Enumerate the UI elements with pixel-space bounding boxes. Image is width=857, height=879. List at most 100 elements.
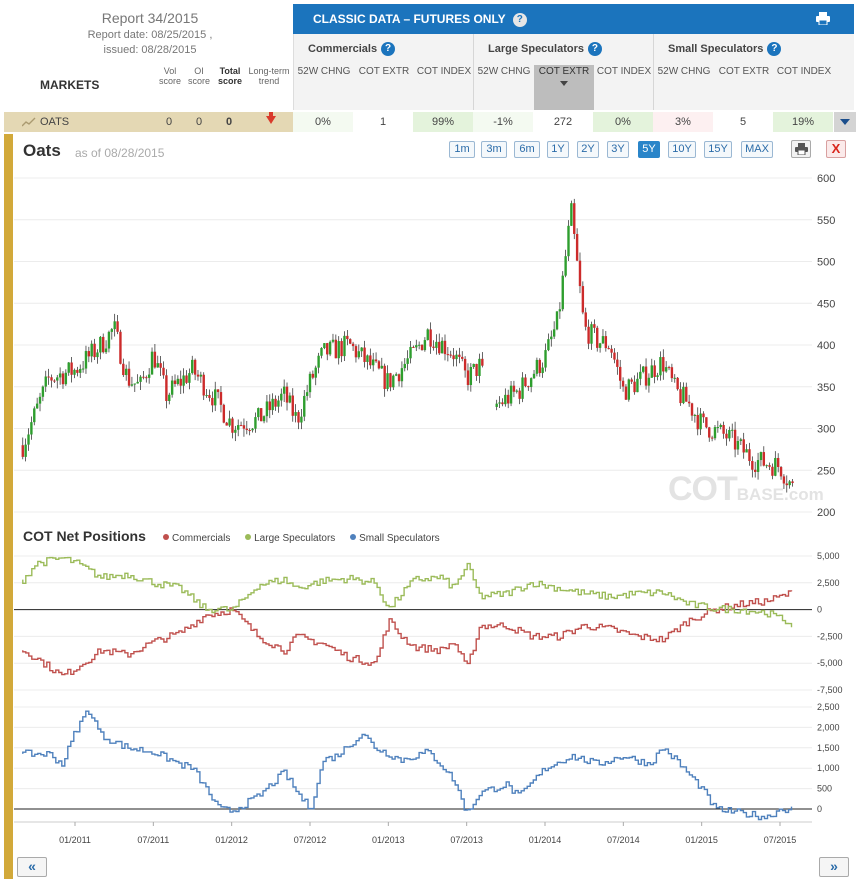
help-icon[interactable]: ? — [512, 12, 527, 27]
candle-body — [504, 394, 507, 405]
price-tick-label: 500 — [817, 257, 835, 269]
candle-body — [119, 331, 122, 364]
range-button-5y[interactable]: 5Y — [638, 141, 660, 158]
candle-body — [636, 378, 639, 393]
candle-body — [472, 363, 475, 368]
report-issued: issued: 08/28/2015 — [103, 44, 197, 56]
col-cot-extr[interactable]: COT EXTR — [718, 66, 770, 77]
candle-body — [47, 376, 50, 378]
candle-body — [696, 414, 699, 430]
candle-body — [76, 369, 79, 373]
price-tick-label: 400 — [817, 340, 835, 352]
market-row-oats[interactable]: OATS 0 0 0 0% 1 99% -1% 272 0% 3% 5 19% — [4, 112, 856, 132]
candle-body — [110, 329, 114, 332]
x-tick-label: 01/2012 — [215, 835, 248, 845]
candle-body — [498, 402, 501, 404]
chart-close-button[interactable]: X — [826, 140, 846, 158]
candle-body — [176, 378, 180, 384]
small-spec-tick-label: 1,500 — [817, 743, 840, 753]
candle-body — [96, 352, 99, 358]
col-52w-chng[interactable]: 52W CHNG — [477, 66, 531, 77]
candle-body — [518, 390, 521, 399]
candle-body — [423, 340, 427, 351]
price-tick-label: 350 — [817, 382, 835, 394]
candle-body — [282, 386, 286, 394]
candle-body — [590, 324, 593, 344]
next-period-button[interactable]: » — [819, 857, 849, 877]
help-icon[interactable]: ? — [767, 42, 782, 56]
candle-body — [369, 355, 372, 366]
candle-body — [446, 354, 450, 356]
range-button-6m[interactable]: 6m — [514, 141, 540, 158]
candle-body — [392, 375, 395, 388]
candle-body — [736, 440, 740, 450]
legend-commercials[interactable]: Commercials — [163, 533, 230, 544]
candle-body — [544, 350, 547, 368]
candle-body — [713, 427, 717, 439]
candle-body — [349, 339, 352, 344]
candle-body — [216, 389, 220, 393]
range-button-3y[interactable]: 3Y — [607, 141, 629, 158]
range-button-15y[interactable]: 15Y — [704, 141, 732, 158]
candle-body — [366, 355, 369, 362]
candle-body — [748, 449, 751, 462]
candle-body — [280, 393, 283, 401]
candle-body — [107, 331, 111, 349]
candle-body — [90, 343, 93, 357]
col-52w-chng[interactable]: 52W CHNG — [297, 66, 351, 77]
cot-tick-label: 5,000 — [817, 551, 840, 561]
group-commercials: Commercials? 52W CHNG COT EXTR COT INDEX — [294, 34, 474, 110]
legend-small-speculators[interactable]: Small Speculators — [350, 533, 440, 544]
candle-body — [469, 367, 473, 386]
candle-body — [300, 416, 303, 423]
range-button-1m[interactable]: 1m — [449, 141, 475, 158]
candle-body — [705, 417, 708, 428]
range-button-3m[interactable]: 3m — [481, 141, 507, 158]
candle-body — [340, 341, 343, 357]
print-icon[interactable] — [816, 12, 830, 25]
sort-caret-icon — [560, 81, 568, 86]
candle-body — [702, 413, 705, 418]
col-cot-index[interactable]: COT INDEX — [416, 66, 472, 77]
oi-score: 0 — [196, 116, 203, 128]
row-scroll-down-button[interactable] — [834, 112, 856, 132]
long-term-trend-header: Long-term trend — [248, 66, 290, 86]
candle-body — [228, 418, 231, 426]
prev-period-button[interactable]: « — [17, 857, 47, 877]
legend-large-speculators[interactable]: Large Speculators — [245, 533, 335, 544]
candle-body — [346, 335, 349, 340]
chart-title: Oats — [23, 141, 61, 160]
candle-body — [130, 384, 134, 386]
candle-body — [765, 465, 768, 467]
candle-body — [133, 383, 136, 385]
candle-body — [199, 374, 203, 377]
row-value-cell: 19% — [773, 112, 833, 132]
col-52w-chng[interactable]: 52W CHNG — [657, 66, 711, 77]
help-icon[interactable]: ? — [587, 42, 602, 56]
col-cot-extr[interactable]: COT EXTR — [358, 66, 410, 77]
down-arrow-icon — [266, 112, 276, 124]
row-value-cell: 3% — [653, 112, 713, 132]
candle-body — [142, 376, 145, 378]
chart-print-button[interactable] — [791, 140, 811, 158]
candle-body — [501, 402, 504, 405]
col-cot-index[interactable]: COT INDEX — [596, 66, 652, 77]
range-button-1y[interactable]: 1Y — [547, 141, 569, 158]
range-button-2y[interactable]: 2Y — [577, 141, 599, 158]
candle-body — [41, 386, 45, 397]
help-icon[interactable]: ? — [381, 42, 396, 56]
candle-body — [153, 351, 157, 368]
candle-body — [561, 275, 564, 310]
col-cot-index[interactable]: COT INDEX — [776, 66, 832, 77]
col-cot-extr-sorted[interactable]: COT EXTR — [534, 65, 594, 110]
candle-body — [515, 390, 518, 392]
candle-body — [596, 327, 599, 348]
range-button-max[interactable]: MAX — [741, 141, 773, 158]
market-name: OATS — [40, 116, 70, 128]
candle-body — [294, 412, 297, 416]
candle-body — [50, 377, 53, 381]
candle-body — [647, 377, 651, 386]
oi-score-header: OI score — [188, 66, 211, 86]
x-tick-label: 01/2015 — [685, 835, 718, 845]
range-button-10y[interactable]: 10Y — [668, 141, 696, 158]
